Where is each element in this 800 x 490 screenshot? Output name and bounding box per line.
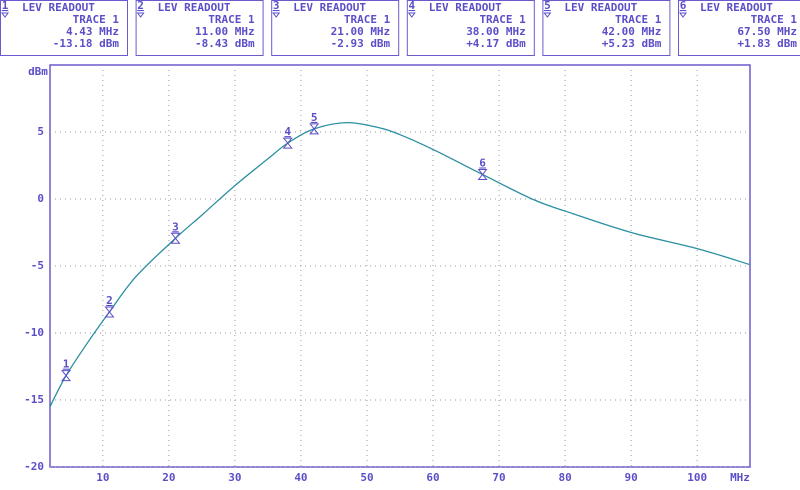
readout-trace: TRACE 1 bbox=[73, 13, 120, 26]
marker-symbol bbox=[61, 370, 72, 382]
readout-trace: TRACE 1 bbox=[208, 13, 255, 26]
y-tick-label: 0 bbox=[37, 192, 44, 205]
readout-title: LEV READOUT bbox=[564, 1, 637, 14]
marker-number: 6 bbox=[479, 156, 486, 169]
marker-symbol bbox=[104, 306, 115, 318]
readout-title: LEV READOUT bbox=[429, 1, 502, 14]
readout-number: 3 bbox=[273, 0, 280, 12]
marker-number: 1 bbox=[63, 358, 70, 371]
readout-marker-icon bbox=[407, 12, 416, 18]
readout-level: -8.43 dBm bbox=[195, 37, 255, 50]
readout-marker-icon bbox=[272, 12, 281, 18]
readout-trace: TRACE 1 bbox=[479, 13, 526, 26]
y-tick-label: -20 bbox=[24, 460, 44, 473]
readout-box bbox=[135, 0, 264, 56]
marker-number: 5 bbox=[311, 111, 318, 124]
readout-frequency: 67.50 MHz bbox=[737, 25, 797, 38]
x-axis-label: MHz bbox=[730, 471, 750, 484]
y-axis-label: dBm bbox=[28, 65, 48, 78]
marker-symbol bbox=[309, 123, 320, 135]
readout-frequency: 11.00 MHz bbox=[195, 25, 255, 38]
x-tick-label: 100 bbox=[687, 471, 707, 484]
readout-box bbox=[542, 0, 671, 56]
y-tick-label: -10 bbox=[24, 326, 44, 339]
readout-level: +5.23 dBm bbox=[602, 37, 662, 50]
readout-box bbox=[406, 0, 535, 56]
readout-marker-icon bbox=[543, 12, 552, 18]
readout-level: -13.18 dBm bbox=[53, 37, 120, 50]
readout-frequency: 42.00 MHz bbox=[602, 25, 662, 38]
readout-level: +4.17 dBm bbox=[466, 37, 526, 50]
marker-number: 3 bbox=[172, 220, 179, 233]
readout-marker-icon bbox=[136, 12, 145, 18]
marker-symbol bbox=[477, 168, 488, 180]
x-tick-label: 20 bbox=[162, 471, 175, 484]
marker-number: 4 bbox=[284, 125, 291, 138]
y-tick-label: -15 bbox=[24, 393, 44, 406]
trace-line bbox=[49, 121, 751, 407]
readout-level: +1.83 dBm bbox=[737, 37, 797, 50]
readout-title: LEV READOUT bbox=[22, 1, 95, 14]
readout-number: 4 bbox=[408, 0, 415, 12]
readout-trace: TRACE 1 bbox=[751, 13, 798, 26]
readout-number: 6 bbox=[680, 0, 687, 12]
readout-title: LEV READOUT bbox=[158, 1, 231, 14]
readout-title: LEV READOUT bbox=[293, 1, 366, 14]
readout-number: 5 bbox=[544, 0, 551, 12]
x-tick-label: 70 bbox=[492, 471, 505, 484]
marker-number: 2 bbox=[106, 294, 113, 307]
readout-marker-icon bbox=[679, 12, 687, 18]
x-tick-label: 60 bbox=[426, 471, 439, 484]
readout-box bbox=[271, 0, 400, 56]
y-tick-label: 5 bbox=[37, 125, 44, 138]
x-tick-label: 80 bbox=[558, 471, 571, 484]
readout-title: LEV READOUT bbox=[700, 1, 773, 14]
readout-number: 2 bbox=[137, 0, 144, 12]
x-tick-label: 40 bbox=[294, 471, 307, 484]
readout-frequency: 4.43 MHz bbox=[66, 25, 119, 38]
readout-box bbox=[0, 0, 128, 56]
readout-box bbox=[678, 0, 800, 56]
x-tick-label: 10 bbox=[96, 471, 109, 484]
readout-frequency: 21.00 MHz bbox=[331, 25, 391, 38]
readout-trace: TRACE 1 bbox=[344, 13, 391, 26]
x-tick-label: 90 bbox=[625, 471, 638, 484]
readout-frequency: 38.00 MHz bbox=[466, 25, 526, 38]
y-tick-label: -5 bbox=[31, 259, 44, 272]
marker-symbol bbox=[282, 137, 293, 149]
x-tick-label: 30 bbox=[228, 471, 241, 484]
x-tick-label: 50 bbox=[360, 471, 373, 484]
marker-symbol bbox=[170, 232, 181, 244]
readout-trace: TRACE 1 bbox=[615, 13, 662, 26]
readout-level: -2.93 dBm bbox=[331, 37, 391, 50]
readout-number: 1 bbox=[2, 0, 9, 12]
readout-marker-icon bbox=[1, 12, 9, 18]
